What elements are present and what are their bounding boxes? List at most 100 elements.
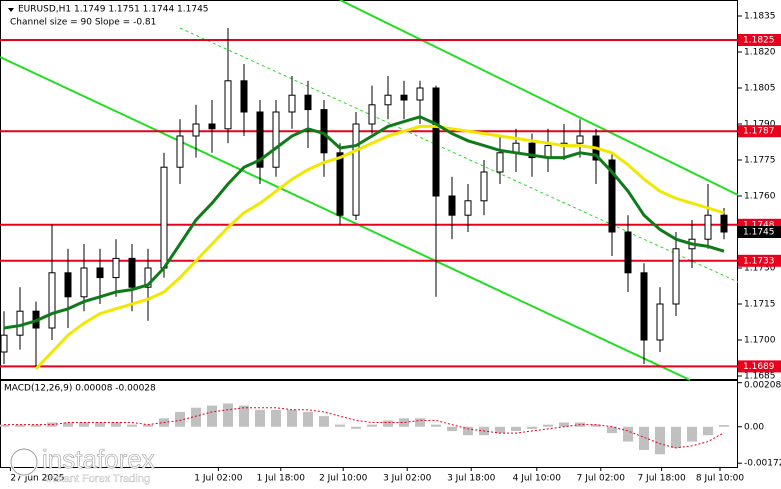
candle-body	[704, 214, 712, 240]
macd-bar	[0, 424, 9, 427]
macd-bar	[527, 426, 537, 429]
candle-body	[0, 334, 8, 353]
y-tick-label: 1.1775	[744, 156, 776, 166]
channel-upper	[339, 0, 739, 196]
candle-body	[112, 257, 120, 279]
candle-body	[336, 152, 344, 216]
y-tick-label: 1.1820	[744, 48, 776, 58]
macd-bar	[335, 424, 345, 427]
candle-body	[480, 171, 488, 202]
candle-body	[448, 195, 456, 216]
level-tag	[738, 360, 781, 373]
candle-body	[464, 200, 472, 216]
last-price-tag	[738, 225, 781, 238]
macd-bar	[543, 424, 553, 427]
macd-bar	[207, 405, 217, 427]
level-label: 1.1787	[743, 127, 775, 137]
x-tick-label: 8 Jul 10:00	[696, 474, 745, 484]
candle-body	[608, 159, 616, 233]
macd-bar	[607, 426, 617, 434]
macd-bar	[511, 426, 521, 431]
macd-bar	[463, 426, 473, 436]
macd-bar	[79, 422, 89, 427]
macd-bar	[15, 424, 25, 427]
x-tick-label: 2 Jul 10:00	[319, 474, 368, 484]
macd-bar	[559, 422, 569, 427]
main-panel	[0, 0, 738, 380]
candle-body	[224, 80, 232, 130]
macd-title: MACD(12,26,9) 0.00008 -0.00028	[4, 384, 156, 394]
level-label: 1.1689	[743, 362, 775, 372]
macd-bar	[111, 422, 121, 427]
candle-body	[320, 109, 328, 154]
macd-bar	[415, 418, 425, 427]
macd-bar	[239, 405, 249, 427]
level-tag	[738, 34, 781, 47]
candle-body	[16, 310, 24, 336]
watermark-icon-outline	[10, 448, 38, 476]
macd-bar	[431, 424, 441, 427]
candle-body	[128, 257, 136, 288]
candle-body	[208, 123, 216, 130]
level-tag	[738, 125, 781, 138]
candle-body	[256, 111, 264, 168]
macd-bar	[703, 426, 713, 436]
channel-mid	[179, 27, 739, 283]
candle-body	[432, 87, 440, 197]
macd-tick-label: 0.00208	[744, 381, 781, 391]
x-tick-label: 3 Jul 02:00	[383, 474, 432, 484]
macd-bar	[63, 422, 73, 427]
macd-bar	[495, 426, 505, 434]
x-tick-label: 3 Jul 18:00	[447, 474, 496, 484]
chart-subtitle: Channel size = 90 Slope = -0.81	[10, 18, 156, 28]
x-tick-label: 4 Jul 10:00	[513, 474, 562, 484]
macd-bar	[175, 411, 185, 427]
candle-body	[496, 152, 504, 173]
level-label: 1.1748	[743, 220, 775, 230]
macd-panel	[0, 380, 738, 468]
macd-bar	[671, 426, 681, 448]
y-tick-label: 1.1760	[744, 191, 776, 201]
candle-body	[624, 231, 632, 274]
watermark: instaforex Instant Forex Trading	[9, 444, 155, 485]
candle-body	[416, 87, 424, 101]
candle-body	[48, 272, 56, 329]
macd-bar	[687, 426, 697, 442]
macd-bar	[303, 411, 313, 427]
candle-body	[240, 80, 248, 113]
moving-average	[3, 115, 725, 330]
watermark-tagline: Instant Forex Trading	[46, 473, 150, 485]
plot-layer: 27 Jun 2025 1 Jul 02:00 1 Jul 18:00 2 Jul 1…	[0, 15, 745, 484]
candle-body	[656, 303, 664, 341]
macd-bar	[319, 416, 329, 427]
x-tick-label: 1 Jul 18:00	[257, 474, 306, 484]
last-price-label: 1.1745	[743, 227, 775, 237]
candle-body	[528, 142, 536, 159]
macd-bar	[367, 424, 377, 427]
candle-body	[384, 94, 392, 106]
candle-body	[96, 267, 104, 279]
candle-body	[304, 94, 312, 111]
candle-body	[144, 267, 152, 288]
y-tick-label: 1.1730	[744, 263, 776, 273]
y-tick-label: 1.1790	[744, 120, 776, 130]
level-label: 1.1733	[743, 256, 775, 266]
candle-body	[80, 267, 88, 298]
macd-bar	[95, 422, 105, 427]
macd-bar	[399, 418, 409, 427]
macd-bar	[591, 424, 601, 427]
macd-bar	[655, 426, 665, 455]
x-tick-label: 27 Jun 2025	[10, 474, 64, 484]
macd-bar	[143, 424, 153, 427]
macd-bar	[127, 424, 137, 427]
y-tick-label: 1.1685	[744, 371, 776, 381]
macd-tick-label: 0.00	[744, 422, 764, 432]
level-label: 1.1825	[743, 36, 775, 46]
macd-tick-label: -0.00172	[744, 459, 781, 469]
macd-bar	[383, 420, 393, 427]
macd-bar	[447, 426, 457, 431]
x-tick-label: 1 Jul 02:00	[194, 474, 243, 484]
